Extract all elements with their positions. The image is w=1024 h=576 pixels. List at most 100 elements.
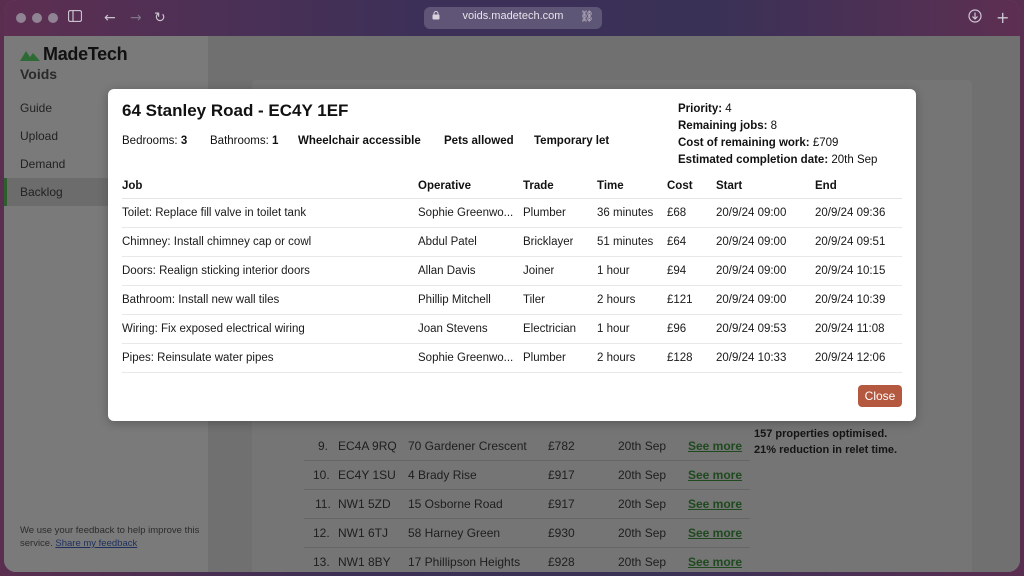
see-more-link[interactable]: See more	[688, 468, 743, 482]
share-link-icon[interactable]: ⛓	[580, 10, 594, 23]
see-more-link[interactable]: See more	[688, 526, 743, 540]
reload-icon[interactable]: ↻	[154, 10, 166, 26]
sidebar-item-demand[interactable]: Demand	[20, 157, 66, 171]
bathrooms-attr: Bathrooms: 1	[210, 135, 278, 147]
address-bar[interactable]: voids.madetech.com ⛓	[424, 7, 602, 29]
optimisation-summary: 157 properties optimised. 21% reduction …	[754, 426, 897, 458]
row-postcode: EC4A 9RQ	[338, 439, 397, 453]
browser-window: ← → ↻ voids.madetech.com ⛓ + MadeTech Vo…	[4, 0, 1020, 572]
time-cell: 1 hour	[597, 323, 630, 335]
row-address: 58 Harney Green	[408, 526, 501, 540]
job-cell: Pipes: Reinsulate water pipes	[122, 352, 274, 364]
close-window-icon[interactable]	[16, 13, 26, 23]
column-header-operative: Operative	[418, 180, 472, 192]
bathrooms-label: Bathrooms:	[210, 135, 269, 147]
page-backdrop: MadeTech Voids Guide Upload Demand Backl…	[4, 36, 1020, 572]
forward-arrow-icon[interactable]: →	[130, 10, 142, 26]
property-stats: Priority: 4 Remaining jobs: 8 Cost of re…	[678, 101, 877, 169]
row-address: 4 Brady Rise	[408, 468, 477, 482]
end-cell: 20/9/24 09:51	[815, 236, 886, 248]
row-number: 9.	[318, 439, 329, 453]
feedback-notice: We use your feedback to help improve thi…	[20, 524, 200, 550]
table-row: 13. NW1 8BY 17 Phillipson Heights £928 2…	[304, 548, 750, 572]
logo-mark-icon	[20, 51, 40, 62]
row-date: 20th Sep	[618, 526, 667, 540]
bathrooms-value: 1	[272, 135, 279, 147]
table-row: 11. NW1 5ZD 15 Osborne Road £917 20th Se…	[304, 490, 750, 519]
completion-date-value: 20th Sep	[831, 154, 878, 166]
row-postcode: NW1 5ZD	[338, 497, 391, 511]
priority-label: Priority:	[678, 103, 723, 115]
remaining-cost-label: Cost of remaining work:	[678, 137, 810, 149]
completion-date-stat: Estimated completion date: 20th Sep	[678, 152, 877, 169]
pets-allowed-badge: Pets allowed	[444, 135, 514, 147]
remaining-jobs-value: 8	[770, 120, 778, 132]
operative-cell: Abdul Patel	[418, 236, 477, 248]
time-cell: 51 minutes	[597, 236, 654, 248]
row-address: 15 Osborne Road	[408, 497, 503, 511]
see-more-link[interactable]: See more	[688, 439, 743, 453]
row-postcode: NW1 6TJ	[338, 526, 389, 540]
back-arrow-icon[interactable]: ←	[104, 10, 116, 26]
modal-title: 64 Stanley Road - EC4Y 1EF	[122, 101, 349, 120]
summary-reduction: 21% reduction in relet time.	[754, 444, 898, 456]
close-button[interactable]: Close	[858, 385, 902, 407]
feedback-link[interactable]: Share my feedback	[55, 538, 138, 549]
row-cost: £917	[548, 497, 575, 511]
row-number: 12.	[313, 526, 330, 540]
app-title: Voids	[20, 66, 58, 82]
temporary-let-badge: Temporary let	[534, 135, 610, 147]
row-address: 17 Phillipson Heights	[408, 555, 521, 569]
cost-cell: £68	[667, 207, 687, 219]
see-more-link[interactable]: See more	[688, 497, 743, 511]
row-date: 20th Sep	[618, 439, 667, 453]
jobs-table-header: Job Operative Trade Time Cost Start End	[122, 175, 902, 199]
end-cell: 20/9/24 10:39	[815, 294, 886, 306]
summary-properties: 157 properties optimised.	[754, 428, 888, 440]
row-date: 20th Sep	[618, 555, 667, 569]
trade-cell: Tiler	[523, 294, 545, 306]
lock-icon	[432, 11, 440, 20]
sidebar-item-guide[interactable]: Guide	[20, 101, 53, 115]
column-header-job: Job	[122, 180, 143, 192]
trade-cell: Electrician	[523, 323, 577, 335]
trade-cell: Plumber	[523, 207, 566, 219]
maximize-window-icon[interactable]	[48, 13, 58, 23]
sidebar-item-upload[interactable]: Upload	[20, 129, 59, 143]
brand-logo[interactable]: MadeTech	[20, 44, 128, 65]
table-row: Chimney: Install chimney cap or cowl Abd…	[122, 228, 902, 257]
see-more-link[interactable]: See more	[688, 555, 743, 569]
row-cost: £917	[548, 468, 575, 482]
job-cell: Wiring: Fix exposed electrical wiring	[122, 323, 305, 335]
feedback-text: We use your feedback to help improve thi…	[20, 525, 200, 549]
operative-cell: Allan Davis	[418, 265, 476, 277]
table-row: Toilet: Replace fill valve in toilet tan…	[122, 199, 902, 228]
job-cell: Chimney: Install chimney cap or cowl	[122, 236, 312, 248]
cost-cell: £121	[667, 294, 693, 306]
sidebar: MadeTech Voids Guide Upload Demand Backl…	[4, 36, 208, 572]
time-cell: 2 hours	[597, 352, 636, 364]
priority-value: 4	[725, 103, 732, 115]
operative-cell: Sophie Greenwo...	[418, 352, 514, 364]
end-cell: 20/9/24 10:15	[815, 265, 886, 277]
priority-stat: Priority: 4	[678, 101, 877, 118]
operative-cell: Sophie Greenwo...	[418, 207, 514, 219]
minimize-window-icon[interactable]	[32, 13, 42, 23]
new-tab-icon[interactable]: +	[996, 8, 1010, 27]
row-date: 20th Sep	[618, 497, 667, 511]
column-header-end: End	[815, 180, 837, 192]
row-date: 20th Sep	[618, 468, 667, 482]
property-details-modal: 64 Stanley Road - EC4Y 1EF Bedrooms: 3 B…	[108, 89, 916, 421]
sidebar-toggle-icon[interactable]	[67, 8, 83, 28]
job-cell: Bathroom: Install new wall tiles	[122, 294, 280, 306]
bedrooms-attr: Bedrooms: 3	[122, 135, 187, 147]
row-cost: £782	[548, 439, 575, 453]
row-number: 13.	[313, 555, 330, 569]
bedrooms-value: 3	[180, 135, 188, 147]
job-cell: Toilet: Replace fill valve in toilet tan…	[122, 207, 307, 219]
time-cell: 36 minutes	[597, 207, 654, 219]
wheelchair-accessible-badge: Wheelchair accessible	[298, 135, 421, 147]
remaining-jobs-stat: Remaining jobs: 8	[678, 118, 877, 135]
row-cost: £930	[548, 526, 575, 540]
download-icon[interactable]	[968, 9, 982, 28]
